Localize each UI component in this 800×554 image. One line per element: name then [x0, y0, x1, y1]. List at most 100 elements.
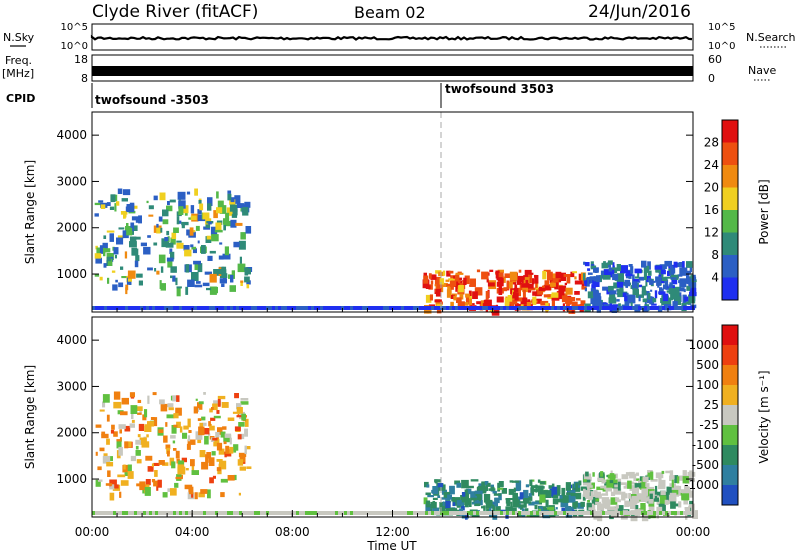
ground-scatter-cell [218, 511, 221, 515]
ground-scatter-cell [293, 306, 296, 310]
heatmap-cell [598, 493, 602, 499]
ground-scatter-cell [380, 306, 383, 310]
ground-scatter-cell [137, 511, 140, 515]
ground-scatter-cell [410, 306, 413, 310]
nsearch-tick-top: 10^5 [708, 22, 735, 33]
ground-scatter-cell [650, 306, 653, 310]
ground-scatter-cell [647, 306, 650, 310]
heatmap-cell [665, 297, 672, 306]
heatmap-cell [456, 500, 462, 506]
heatmap-cell [632, 281, 638, 290]
heatmap-cell [116, 439, 122, 442]
heatmap-cell [639, 482, 646, 490]
heatmap-cell [535, 280, 538, 288]
heatmap-cell [246, 466, 252, 469]
heatmap-cell [157, 479, 162, 488]
heatmap-cell [481, 482, 485, 489]
heatmap-cell [229, 204, 238, 212]
heatmap-cell [587, 268, 591, 271]
heatmap-cell [429, 294, 433, 301]
ground-scatter-cell [629, 306, 632, 310]
heatmap-cell [129, 392, 135, 398]
heatmap-cell [184, 211, 188, 216]
heatmap-cell [187, 279, 195, 287]
ground-scatter-cell [422, 306, 425, 310]
heatmap-cell [114, 203, 117, 212]
heatmap-cell [129, 423, 135, 428]
heatmap-cell [543, 294, 551, 298]
heatmap-cell [613, 488, 622, 495]
heatmap-cell [587, 277, 590, 285]
ground-scatter-cell [332, 511, 335, 515]
ground-scatter-cell [167, 511, 170, 515]
heatmap-cell [182, 205, 189, 214]
ground-scatter-cell [209, 306, 212, 310]
ground-scatter-cell [122, 511, 125, 515]
heatmap-cell [660, 479, 666, 489]
ground-scatter-cell [236, 511, 239, 515]
ground-scatter-cell [599, 511, 602, 515]
heatmap-cell [667, 270, 670, 277]
ground-scatter-cell [143, 511, 146, 515]
heatmap-cell [583, 488, 586, 497]
colorbar-tick-label: 500 [696, 358, 719, 372]
colorbar-swatch [722, 385, 738, 405]
heatmap-cell [227, 417, 235, 421]
heatmap-cell [686, 272, 690, 281]
nave-tick-bottom: 0 [708, 72, 715, 85]
colorbar-swatch [722, 165, 738, 188]
ground-scatter-cell [344, 306, 347, 310]
heatmap-cell [136, 273, 143, 278]
heatmap-cell [428, 273, 432, 279]
heatmap-cell [544, 280, 549, 286]
heatmap-cell [628, 264, 633, 267]
heatmap-cell [242, 207, 249, 216]
heatmap-cell [485, 500, 492, 509]
heatmap-cell [170, 266, 177, 273]
heatmap-cell [609, 480, 614, 484]
heatmap-cell [145, 455, 153, 461]
heatmap-cell [658, 270, 664, 280]
heatmap-cell [160, 266, 164, 273]
ground-scatter-cell [461, 511, 464, 515]
heatmap-cell [235, 222, 243, 226]
ground-scatter-cell [284, 511, 287, 515]
heatmap-cell [631, 485, 635, 490]
ground-scatter-cell [308, 306, 311, 310]
heatmap-cell [229, 285, 236, 292]
heatmap-cell [484, 481, 489, 486]
heatmap-cell [99, 447, 105, 452]
heatmap-cell [209, 250, 216, 254]
ground-scatter-cell [206, 306, 209, 310]
ground-scatter-cell [608, 306, 611, 310]
ground-scatter-cell [170, 306, 173, 310]
ground-scatter-cell [662, 511, 665, 515]
heatmap-cell [494, 497, 498, 507]
heatmap-cell [545, 499, 549, 508]
heatmap-cell [176, 421, 181, 428]
ground-scatter-cell [524, 306, 527, 310]
heatmap-cell [456, 297, 462, 303]
heatmap-cell [199, 203, 204, 211]
heatmap-cell [670, 277, 677, 280]
ground-scatter-cell [386, 306, 389, 310]
power-colorbar-label: Power [dB] [757, 179, 771, 244]
ground-scatter-cell [689, 306, 692, 310]
ground-scatter-cell [350, 511, 353, 515]
heatmap-cell [169, 199, 176, 203]
heatmap-cell [116, 201, 120, 206]
heatmap-cell [671, 489, 679, 495]
heatmap-cell [574, 291, 580, 295]
heatmap-cell [106, 438, 110, 445]
ground-scatter-cell [242, 511, 245, 515]
heatmap-cell [165, 242, 174, 248]
heatmap-cell [543, 490, 552, 498]
ground-scatter-cell [257, 306, 260, 310]
heatmap-cell [185, 264, 190, 273]
heatmap-cell [432, 486, 439, 495]
velocity-y-axis: 1000 2000 3000 4000 [56, 333, 693, 486]
heatmap-cell [219, 460, 227, 470]
heatmap-cell [166, 257, 174, 262]
heatmap-cell [463, 277, 467, 285]
heatmap-cell [677, 487, 681, 496]
